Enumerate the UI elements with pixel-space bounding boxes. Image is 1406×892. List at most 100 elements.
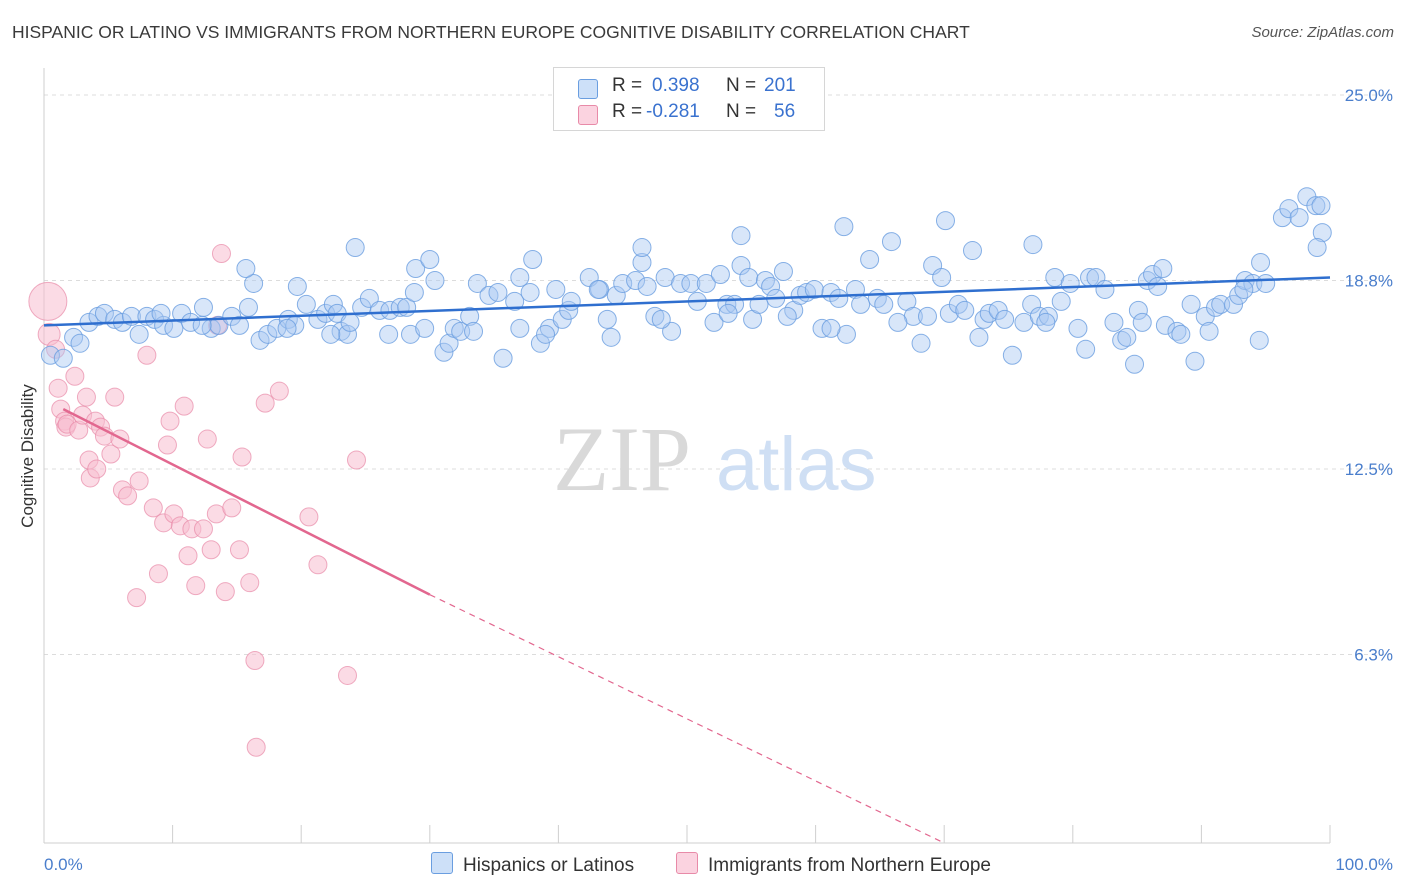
pink-point [193,519,213,539]
pink-point [118,486,138,506]
blue-point [345,238,365,258]
blue-point [1022,294,1042,314]
blue-point [321,324,341,344]
blue-point [1112,330,1132,350]
pink-trend-line-dashed [429,594,945,844]
blue-point [1199,321,1219,341]
blue-point [1117,327,1137,347]
legend: R = 0.398 N = 201 R = -0.281 N = 56 [553,67,825,131]
blue-point [236,259,256,279]
blue-point [434,342,454,362]
blue-point [626,270,646,290]
blue-point [671,273,691,293]
pink-point [269,381,289,401]
legend-r-value: 0.398 [652,75,700,96]
blue-point [151,303,171,323]
blue-point [488,282,508,302]
watermark-atlas: atlas [716,422,877,507]
legend-n-label: N = [726,75,757,96]
blue-point [401,324,421,344]
blue-point [755,270,775,290]
blue-point [1307,238,1327,258]
blue-point [1181,294,1201,314]
blue-point [613,273,633,293]
pink-point [48,378,68,398]
blue-point [238,297,258,317]
pink-point [127,588,147,608]
x-tick-label: 100.0% [1335,855,1393,874]
blue-point [881,232,901,252]
blue-point [193,297,213,317]
blue-point [1249,330,1269,350]
legend-r-value: -0.281 [646,101,700,122]
blue-point [1036,312,1056,332]
pink-point [101,444,121,464]
pink-point [157,435,177,455]
blue-point [406,259,426,279]
pink-point [245,650,265,670]
blue-point [704,312,724,332]
blue-point [1023,235,1043,255]
blue-point [464,321,484,341]
blue-point [1167,321,1187,341]
pink-trend-line [62,408,431,596]
blue-point [860,250,880,270]
blue-point [420,250,440,270]
blue-point [696,273,716,293]
blue-series [40,187,1332,374]
pink-point [137,345,157,365]
x-tick-label: 0.0% [44,855,83,874]
pink-point [178,546,198,566]
blue-point [1148,276,1168,296]
blue-point [995,309,1015,329]
blue-point [250,330,270,350]
blue-point [1095,279,1115,299]
blue-point [821,318,841,338]
pink-point [148,564,168,584]
blue-point [523,250,543,270]
chart-title: HISPANIC OR LATINO VS IMMIGRANTS FROM NO… [12,22,970,42]
blue-point [530,333,550,353]
blue-point [277,318,297,338]
blue-point [404,282,424,302]
legend-swatch-pink [578,105,598,125]
blue-point [415,318,435,338]
blue-point [1076,339,1096,359]
blue-point [804,279,824,299]
watermark: ZIP atlas [553,408,877,510]
blue-point [1306,196,1326,216]
pink-point [246,737,266,757]
blue-point [588,279,608,299]
blue-point [467,273,487,293]
pink-point [129,471,149,491]
blue-point [1132,312,1152,332]
blue-point [1104,312,1124,332]
pink-point [215,582,235,602]
y-tick-label: 18.8% [1345,271,1393,290]
blue-point [370,300,390,320]
blue-point [1051,291,1071,311]
pink-point [346,450,366,470]
legend-n-value: 56 [774,101,796,122]
pink-point [197,429,217,449]
blue-point [1185,351,1205,371]
blue-point [546,279,566,299]
pink-point [211,244,231,264]
blue-point [601,327,621,347]
y-tick-label: 6.3% [1354,645,1393,664]
pink-point [65,366,85,386]
blue-point [340,312,360,332]
pink-point [174,396,194,416]
pink-point [76,387,96,407]
blue-point [460,306,480,326]
y-tick-label: 12.5% [1345,460,1393,479]
pink-point [201,540,221,560]
blue-point [777,306,797,326]
pink-point [28,281,68,321]
blue-point [632,238,652,258]
bottom-legend-label-pink: Immigrants from Northern Europe [708,855,991,876]
blue-point [510,318,530,338]
blue-point [911,333,931,353]
blue-point [1125,354,1145,374]
blue-point [229,315,249,335]
